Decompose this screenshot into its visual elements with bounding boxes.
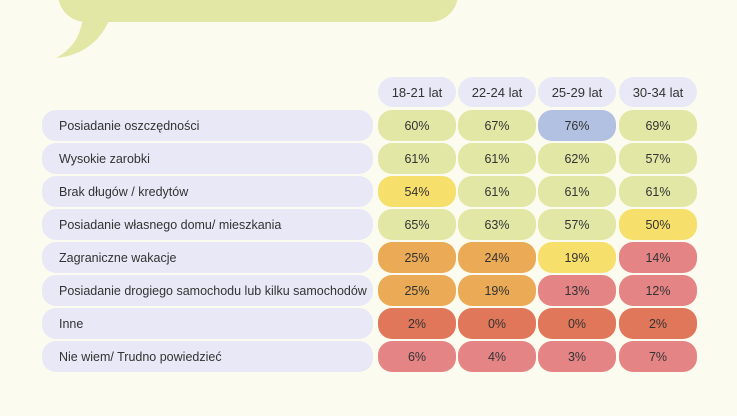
value-cell-r0-c2: 76% [538, 110, 616, 141]
value-cell-r3-c1: 63% [458, 209, 536, 240]
value-cell-r6-c2: 0% [538, 308, 616, 339]
row-label-4: Zagraniczne wakacje [42, 242, 373, 273]
value-cell-r0-c0: 60% [378, 110, 456, 141]
column-header-1: 22-24 lat [458, 77, 536, 107]
column-header-3: 30-34 lat [619, 77, 697, 107]
value-cell-r2-c3: 61% [619, 176, 697, 207]
value-cell-r2-c2: 61% [538, 176, 616, 207]
value-cell-r4-c1: 24% [458, 242, 536, 273]
value-cell-r5-c0: 25% [378, 275, 456, 306]
value-cell-r1-c1: 61% [458, 143, 536, 174]
row-label-1: Wysokie zarobki [42, 143, 373, 174]
speech-bubble [58, 0, 458, 22]
row-label-7: Nie wiem/ Trudno powiedzieć [42, 341, 373, 372]
row-label-2: Brak długów / kredytów [42, 176, 373, 207]
value-cell-r4-c0: 25% [378, 242, 456, 273]
row-label-3: Posiadanie własnego domu/ mieszkania [42, 209, 373, 240]
value-cell-r4-c3: 14% [619, 242, 697, 273]
value-cell-r7-c3: 7% [619, 341, 697, 372]
value-cell-r0-c1: 67% [458, 110, 536, 141]
value-cell-r5-c3: 12% [619, 275, 697, 306]
value-cell-r6-c0: 2% [378, 308, 456, 339]
row-label-5: Posiadanie drogiego samochodu lub kilku … [42, 275, 373, 306]
value-cell-r2-c0: 54% [378, 176, 456, 207]
column-header-0: 18-21 lat [378, 77, 456, 107]
value-cell-r4-c2: 19% [538, 242, 616, 273]
speech-bubble-tail [56, 10, 112, 58]
row-label-0: Posiadanie oszczędności [42, 110, 373, 141]
value-cell-r5-c2: 13% [538, 275, 616, 306]
value-cell-r6-c1: 0% [458, 308, 536, 339]
value-cell-r0-c3: 69% [619, 110, 697, 141]
value-cell-r6-c3: 2% [619, 308, 697, 339]
value-cell-r1-c3: 57% [619, 143, 697, 174]
value-cell-r5-c1: 19% [458, 275, 536, 306]
value-cell-r3-c0: 65% [378, 209, 456, 240]
value-cell-r1-c2: 62% [538, 143, 616, 174]
value-cell-r2-c1: 61% [458, 176, 536, 207]
value-cell-r7-c2: 3% [538, 341, 616, 372]
row-label-6: Inne [42, 308, 373, 339]
value-cell-r1-c0: 61% [378, 143, 456, 174]
column-header-2: 25-29 lat [538, 77, 616, 107]
value-cell-r7-c1: 4% [458, 341, 536, 372]
value-cell-r3-c2: 57% [538, 209, 616, 240]
value-cell-r3-c3: 50% [619, 209, 697, 240]
value-cell-r7-c0: 6% [378, 341, 456, 372]
